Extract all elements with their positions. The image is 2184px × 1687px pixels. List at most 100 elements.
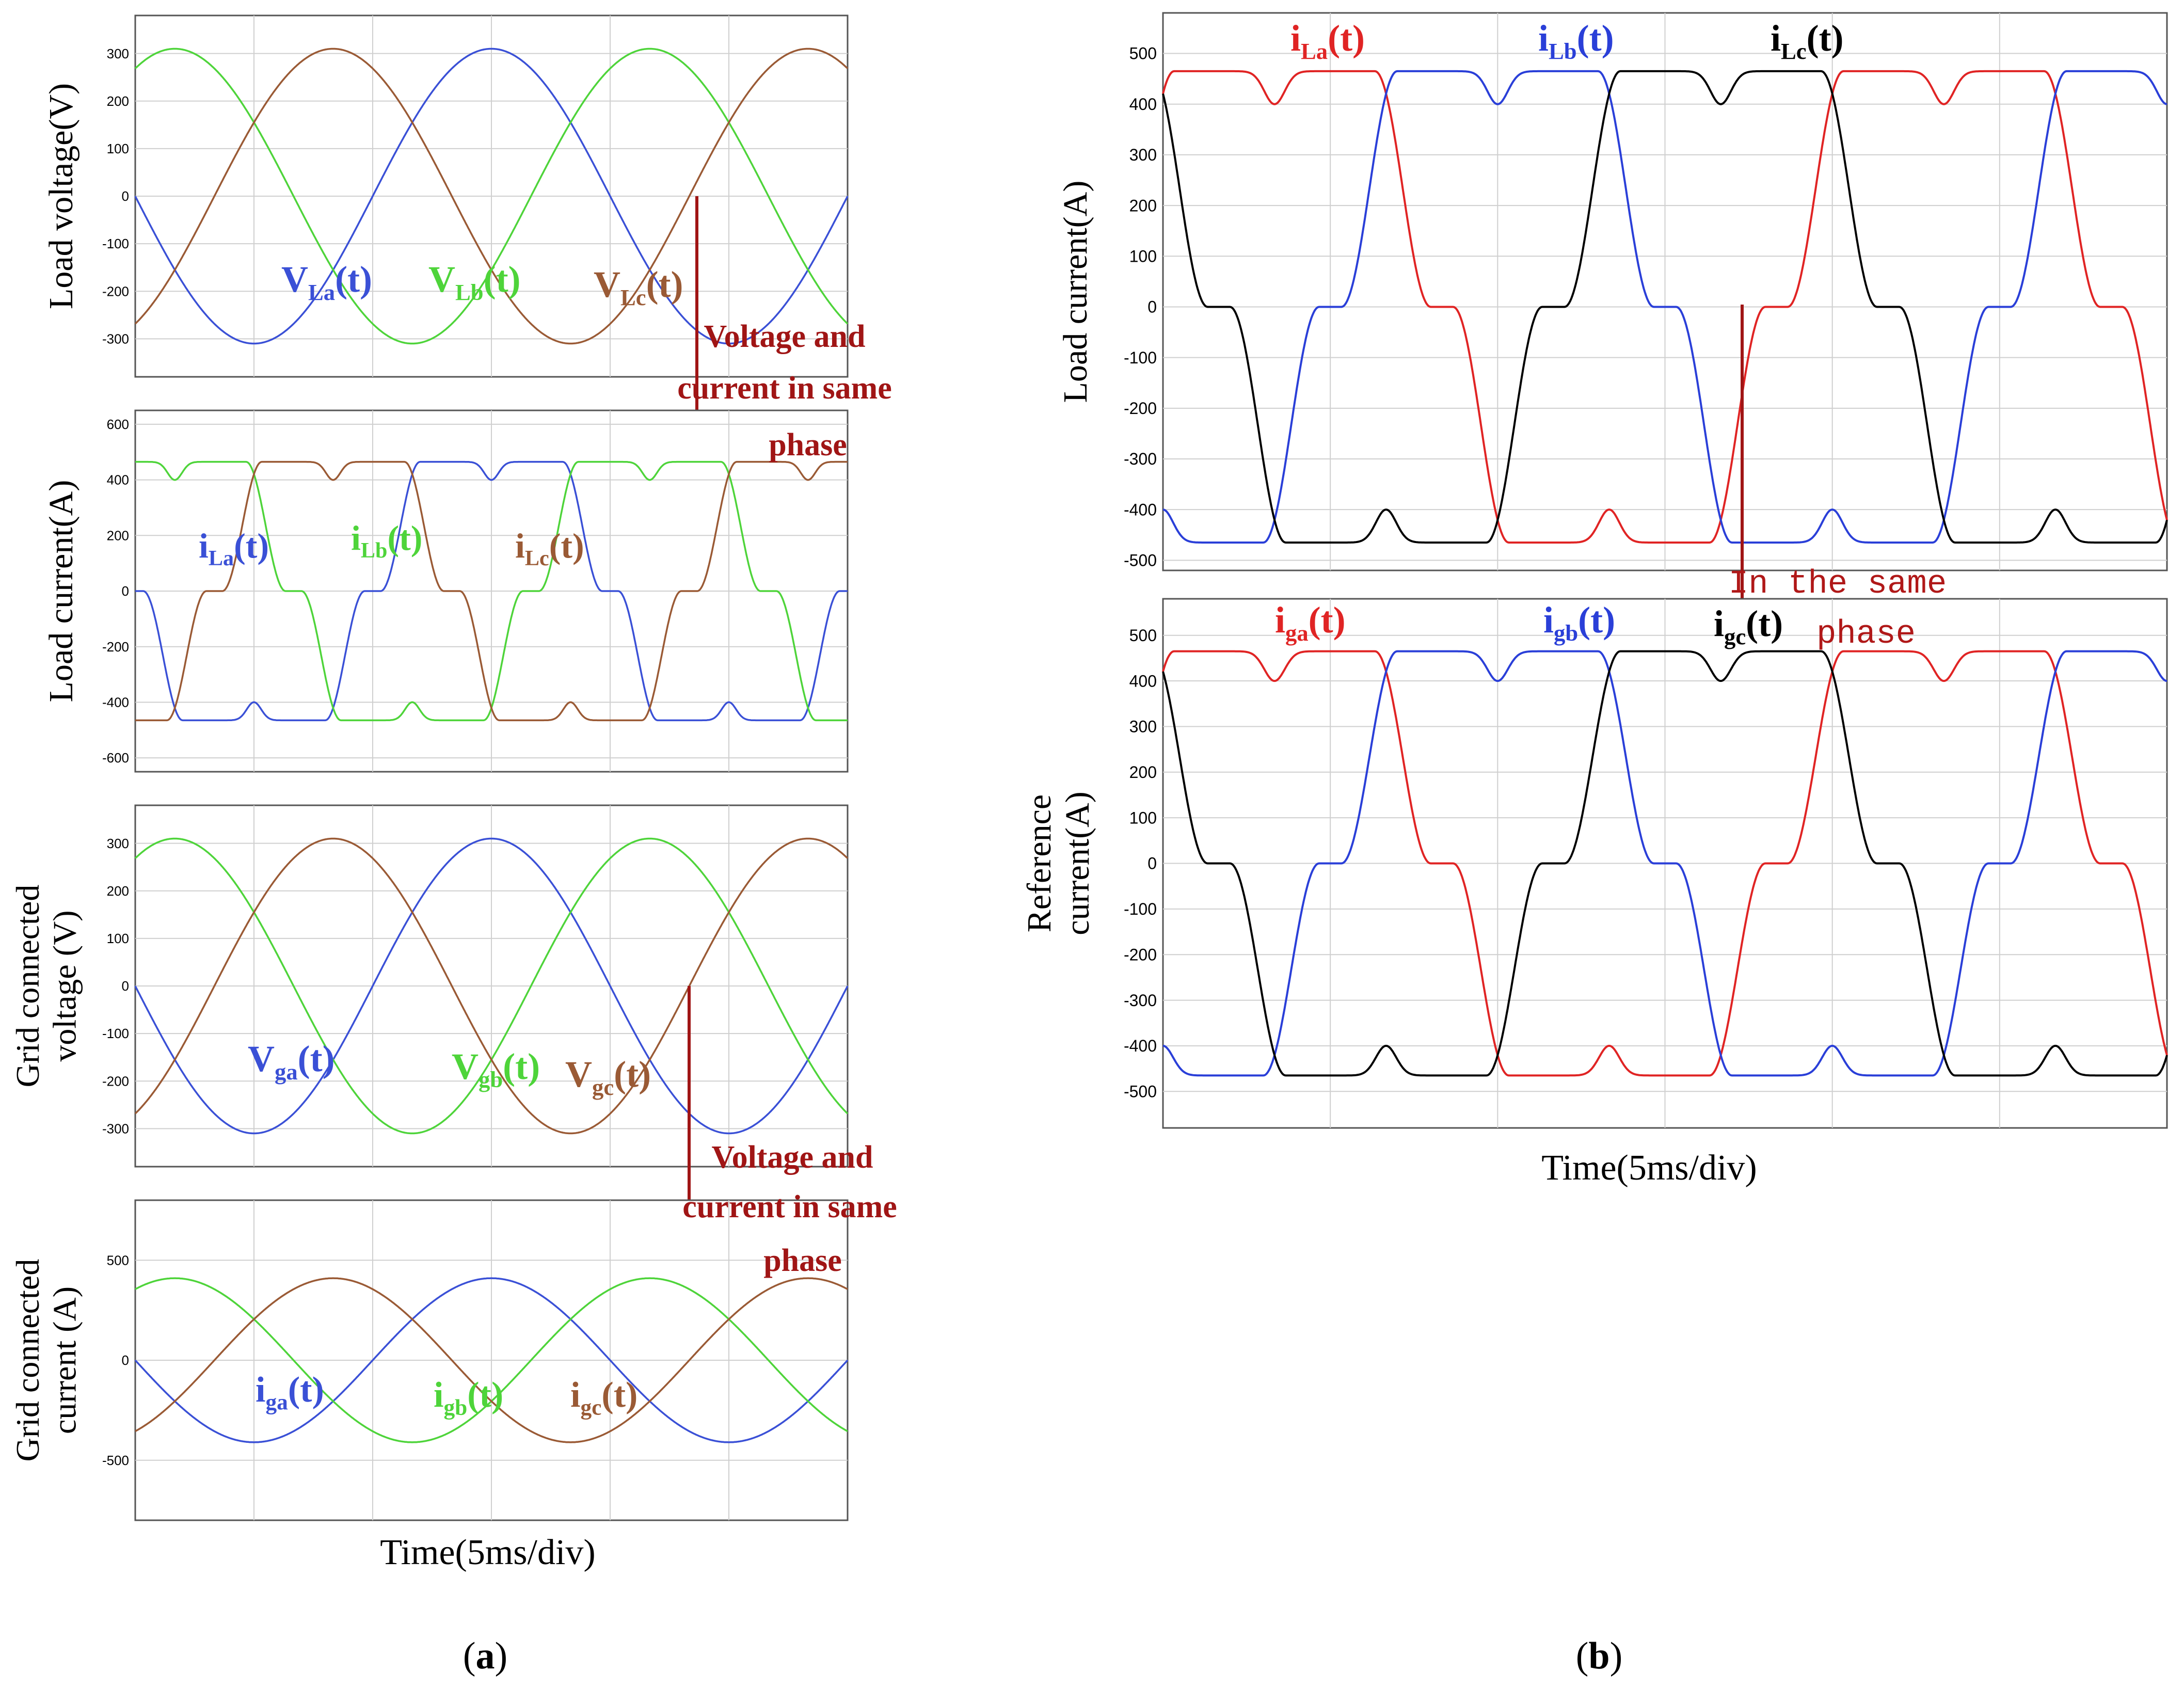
series-ilat xyxy=(135,460,848,722)
series-label-igat: iga(t) xyxy=(256,1370,324,1414)
series-ilat xyxy=(1162,70,2168,544)
y-tick-label: 0 xyxy=(122,1352,129,1368)
annotation-line-2: current in same xyxy=(677,371,892,406)
series-vgat xyxy=(134,837,849,1135)
chart-a1: -300 -200 -100 0 100 200 300 Load voltage(V) VLa… xyxy=(42,14,849,378)
annotation-line-1: Voltage and xyxy=(712,1140,873,1175)
y-tick-label: 100 xyxy=(1129,808,1157,827)
series-igat xyxy=(134,1277,849,1443)
y-tick-label: 400 xyxy=(107,472,129,488)
chart-a2: -600 -400 -200 0 200 400 600 Load current(A) iLa… xyxy=(42,409,849,773)
series-ilbt xyxy=(1162,70,2167,544)
series-igct xyxy=(135,1277,848,1443)
y-tick-label: 100 xyxy=(107,141,129,156)
annotation-line-2: phase xyxy=(1816,616,1916,653)
series-label-ilat: iLa(t) xyxy=(199,526,269,570)
y-tick-label: -200 xyxy=(1124,399,1157,418)
annotation-voltage-current-top: Voltage and current in same phase xyxy=(677,319,892,463)
svg-text:(a): (a) xyxy=(463,1635,507,1677)
y-tick-label: 0 xyxy=(1147,298,1157,316)
y-axis-title-line: current(A) xyxy=(1059,791,1096,935)
y-tick-labels: -300 -200 -100 0 100 200 300 xyxy=(102,46,129,347)
y-axis-title: Load current(A) xyxy=(1057,181,1094,403)
grid xyxy=(135,15,848,377)
series-label-ilct: iLc(t) xyxy=(1771,18,1844,64)
annotation-voltage-current-bottom: Voltage and current in same phase xyxy=(682,1140,897,1278)
y-axis-title-line: Reference xyxy=(1021,794,1058,932)
series-label-igct: igc(t) xyxy=(570,1375,637,1420)
chart-a4: -500 0 500 Grid connected current (A) iga(t) i… xyxy=(9,1199,849,1521)
y-tick-label: 200 xyxy=(107,93,129,109)
y-tick-label: 200 xyxy=(107,883,129,899)
y-tick-label: -500 xyxy=(1124,1083,1157,1101)
y-axis-title: Reference current(A) xyxy=(1021,791,1096,935)
time-axis-label-a: Time(5ms/div) xyxy=(380,1533,595,1572)
y-tick-label: -300 xyxy=(1124,991,1157,1010)
y-axis-title-line: Load voltage(V) xyxy=(42,83,80,309)
series-label-ilat: iLa(t) xyxy=(1290,18,1365,64)
y-tick-label: -200 xyxy=(1124,945,1157,964)
annotation-line-3: phase xyxy=(763,1243,842,1278)
y-tick-label: 500 xyxy=(107,1252,129,1268)
y-tick-label: -400 xyxy=(1124,500,1157,519)
y-tick-label: 600 xyxy=(107,417,129,432)
panel-caption-b: (b) xyxy=(1576,1635,1622,1677)
chart-a3: -300 -200 -100 0 100 200 300 Grid connected volt… xyxy=(9,804,849,1168)
y-tick-label: 300 xyxy=(107,836,129,851)
panel-letter-b: b xyxy=(1588,1635,1609,1677)
series-label-vgct: Vgc(t) xyxy=(565,1054,651,1100)
annotation-same-phase: In the same phase xyxy=(1729,566,1947,653)
y-tick-label: 200 xyxy=(107,528,129,543)
y-tick-label: 0 xyxy=(122,188,129,204)
y-axis-title-line: current (A) xyxy=(46,1286,83,1434)
annotation-line-3: phase xyxy=(769,427,847,463)
y-axis-title-line: Grid connected xyxy=(9,1259,46,1462)
series-label-vgat: Vga(t) xyxy=(248,1038,335,1085)
y-tick-label: -300 xyxy=(102,1121,129,1136)
y-tick-label: 100 xyxy=(107,931,129,946)
series-ilct xyxy=(1162,70,2168,544)
y-axis-title: Load voltage(V) xyxy=(42,83,80,309)
y-axis-title: Grid connected voltage (V) xyxy=(9,885,83,1088)
y-tick-label: 0 xyxy=(122,583,129,599)
y-tick-labels: -500 0 500 xyxy=(102,1252,129,1468)
y-tick-label: -100 xyxy=(102,236,129,251)
series-label-vgbt: Vgb(t) xyxy=(452,1046,540,1092)
y-tick-label: -600 xyxy=(102,750,129,766)
grid xyxy=(135,805,848,1167)
series-label-igbt: igb(t) xyxy=(434,1375,503,1420)
series-label-igct: igc(t) xyxy=(1714,603,1783,649)
y-tick-labels: -500 -400 -300 -200 -100 0 100 200 300 400 500 xyxy=(1124,626,1157,1101)
annotation-line-2: current in same xyxy=(682,1189,897,1224)
y-tick-labels: -300 -200 -100 0 100 200 300 xyxy=(102,836,129,1137)
y-tick-label: -300 xyxy=(102,331,129,346)
series-igat xyxy=(1162,650,2168,1077)
y-axis-title-line: Load current(A) xyxy=(1057,181,1094,403)
series-label-ilbt: iLb(t) xyxy=(351,518,422,563)
y-tick-label: 300 xyxy=(1129,146,1157,164)
y-tick-label: -200 xyxy=(102,1073,129,1089)
y-axis-title-line: voltage (V) xyxy=(46,910,83,1061)
y-tick-label: -100 xyxy=(1124,900,1157,918)
y-tick-label: 500 xyxy=(1129,44,1157,63)
series-label-ilct: iLc(t) xyxy=(515,526,584,570)
charts-layer: -300 -200 -100 0 100 200 300 Load voltage(V) VLa… xyxy=(9,12,2168,1521)
series-label-vlat: VLa(t) xyxy=(281,259,372,305)
y-tick-label: -200 xyxy=(102,283,129,299)
y-axis-title: Load current(A) xyxy=(42,480,80,703)
svg-text:(b): (b) xyxy=(1576,1635,1622,1677)
y-tick-label: 200 xyxy=(1129,763,1157,782)
y-tick-label: 200 xyxy=(1129,196,1157,215)
panel-letter-a: a xyxy=(476,1635,495,1677)
y-tick-label: -400 xyxy=(1124,1037,1157,1055)
y-axis-title: Grid connected current (A) xyxy=(9,1259,83,1462)
series-vlct xyxy=(134,47,849,345)
series-label-igat: iga(t) xyxy=(1275,599,1346,646)
y-tick-label: -300 xyxy=(1124,450,1157,468)
y-axis-title-line: Load current(A) xyxy=(42,480,80,703)
series-igbt xyxy=(1162,650,2167,1077)
annotation-line-1: Voltage and xyxy=(704,319,866,354)
series-vgct xyxy=(134,837,849,1135)
y-tick-label: -200 xyxy=(102,639,129,655)
